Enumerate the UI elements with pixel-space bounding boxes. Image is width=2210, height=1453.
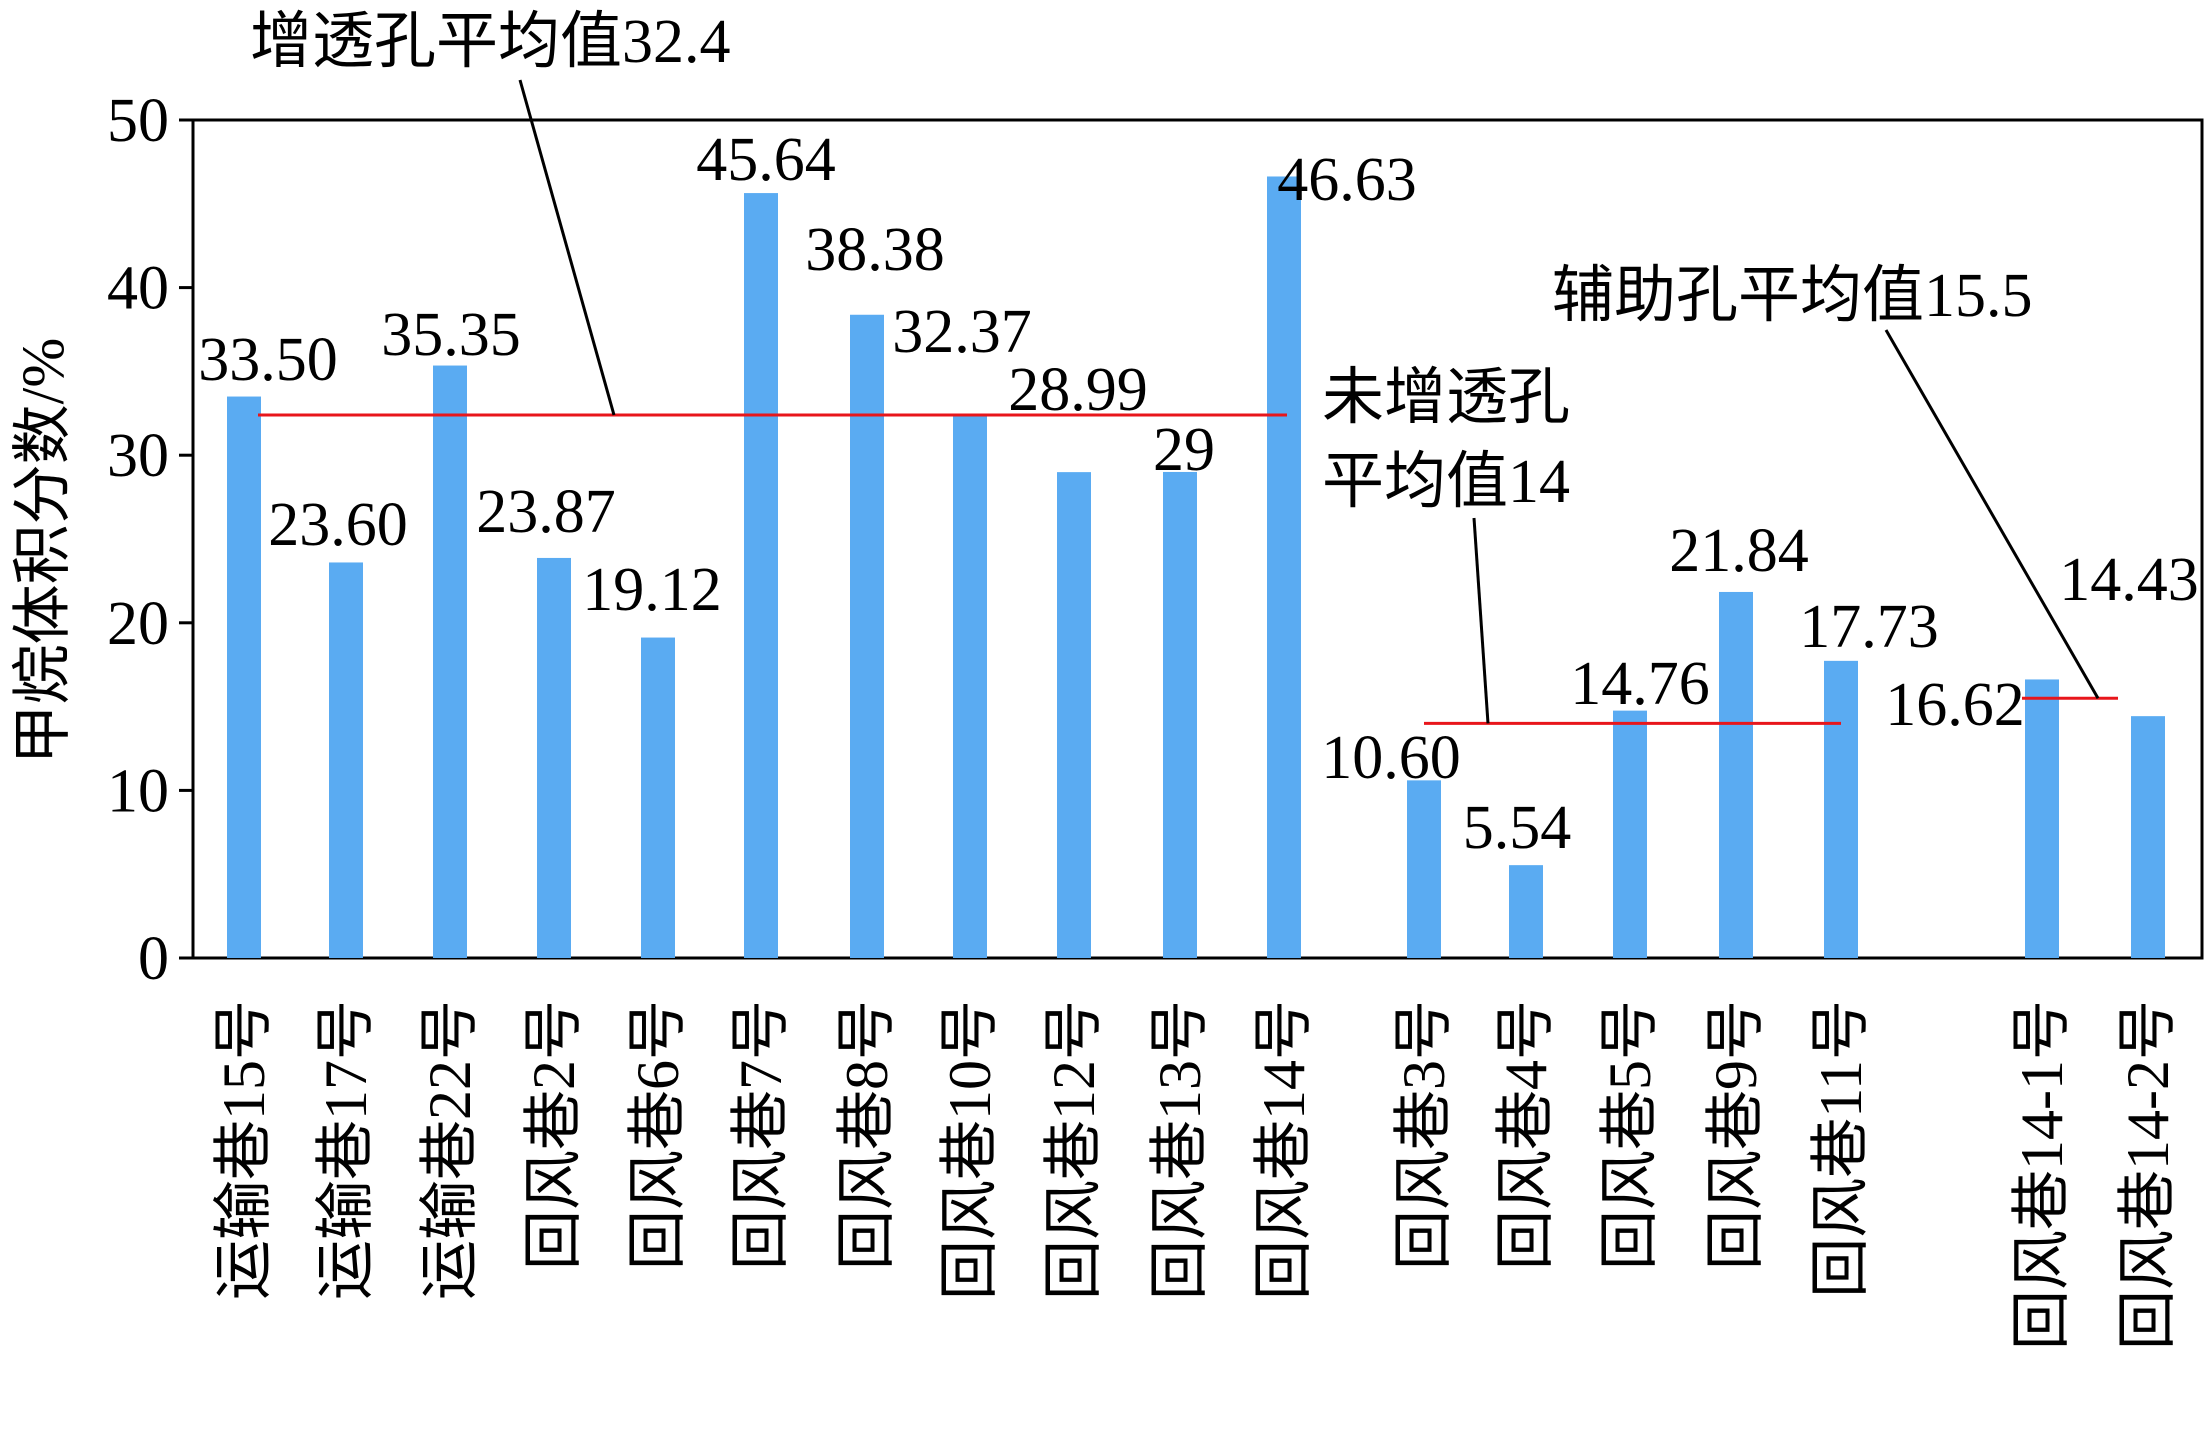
data-label: 21.84 (1669, 517, 1809, 585)
bar (1509, 865, 1543, 958)
category-label: 运输巷22号 (417, 1000, 483, 1300)
data-label: 46.63 (1277, 146, 1417, 214)
data-label: 5.54 (1463, 794, 1572, 862)
category-label: 运输巷17号 (313, 1000, 379, 1300)
data-label: 28.99 (1008, 356, 1148, 424)
bars (227, 176, 2165, 959)
category-label: 回风巷14-2号 (2115, 1000, 2181, 1350)
data-label: 17.73 (1799, 593, 1939, 661)
category-label: 回风巷2号 (521, 1000, 587, 1270)
category-label: 回风巷3号 (1391, 1000, 1457, 1270)
bar (2131, 716, 2165, 958)
annotation-leader (1884, 329, 2100, 699)
data-label: 23.87 (476, 478, 616, 546)
annotation-leader (518, 79, 616, 416)
average-lines (258, 413, 2118, 725)
category-label: 运输巷15号 (211, 1000, 277, 1300)
data-label: 29 (1153, 416, 1215, 484)
bar (744, 193, 778, 958)
y-tick-label: 50 (107, 87, 169, 155)
category-label: 回风巷14号 (1251, 1000, 1317, 1300)
annotation-label: 辅助孔平均值15.5 (1552, 262, 2033, 330)
data-label: 32.37 (892, 298, 1032, 366)
bar (1824, 660, 1858, 958)
category-label: 回风巷12号 (1041, 1000, 1107, 1300)
bar (1057, 472, 1091, 958)
plot-border (191, 118, 2204, 960)
data-labels: 33.50 23.60 35.35 23.87 19.12 45.64 38.38 32.37… (198, 126, 2199, 862)
data-label: 16.62 (1885, 671, 2025, 739)
y-tick-label: 20 (107, 590, 169, 658)
category-label: 回风巷6号 (625, 1000, 691, 1270)
plot-frame (191, 118, 2204, 960)
data-label: 10.60 (1321, 724, 1461, 792)
y-tick-label: 40 (107, 255, 169, 323)
bar (2025, 679, 2059, 958)
bar (329, 562, 363, 958)
y-tick-label: 10 (107, 757, 169, 825)
category-label: 回风巷13号 (1147, 1000, 1213, 1300)
y-axis: 0 10 20 30 40 50 (107, 87, 193, 993)
category-labels: 运输巷15号 运输巷17号 运输巷22号 回风巷2号 回风巷6号 回风巷7号 回风巷8号 回风… (211, 1000, 2181, 1350)
bar (227, 396, 261, 958)
data-label: 38.38 (805, 216, 945, 284)
bar (1267, 176, 1301, 958)
data-label: 35.35 (381, 301, 521, 369)
data-label: 33.50 (198, 326, 338, 394)
category-label: 回风巷7号 (728, 1000, 794, 1270)
annotation-label: 平均值14 (1322, 448, 1570, 516)
annotation-leader (1472, 517, 1490, 724)
bar (850, 314, 884, 958)
data-label: 45.64 (696, 126, 836, 194)
y-axis-label: 甲烷体积分数/% (10, 338, 76, 765)
category-label: 回风巷14-1号 (2009, 1000, 2075, 1350)
bar (641, 637, 675, 958)
data-label: 14.43 (2059, 546, 2199, 614)
data-label: 23.60 (268, 491, 408, 559)
category-label: 回风巷11号 (1808, 1000, 1874, 1298)
bar (1407, 780, 1441, 958)
y-tick-label: 30 (107, 422, 169, 490)
data-label: 14.76 (1570, 650, 1710, 718)
category-label: 回风巷10号 (937, 1000, 1003, 1300)
y-tick-label: 0 (138, 925, 169, 993)
bar (1163, 471, 1197, 958)
annotation-label: 未增透孔 (1322, 364, 1570, 432)
bar (1613, 710, 1647, 958)
bar (537, 557, 571, 958)
annotation-label: 增透孔平均值32.4 (250, 8, 731, 76)
category-label: 回风巷5号 (1597, 1000, 1663, 1270)
category-label: 回风巷8号 (834, 1000, 900, 1270)
data-label: 19.12 (582, 556, 722, 624)
bar (433, 365, 467, 958)
category-label: 回风巷9号 (1703, 1000, 1769, 1270)
bar (953, 415, 987, 959)
bar (1719, 591, 1753, 958)
category-label: 回风巷4号 (1493, 1000, 1559, 1270)
